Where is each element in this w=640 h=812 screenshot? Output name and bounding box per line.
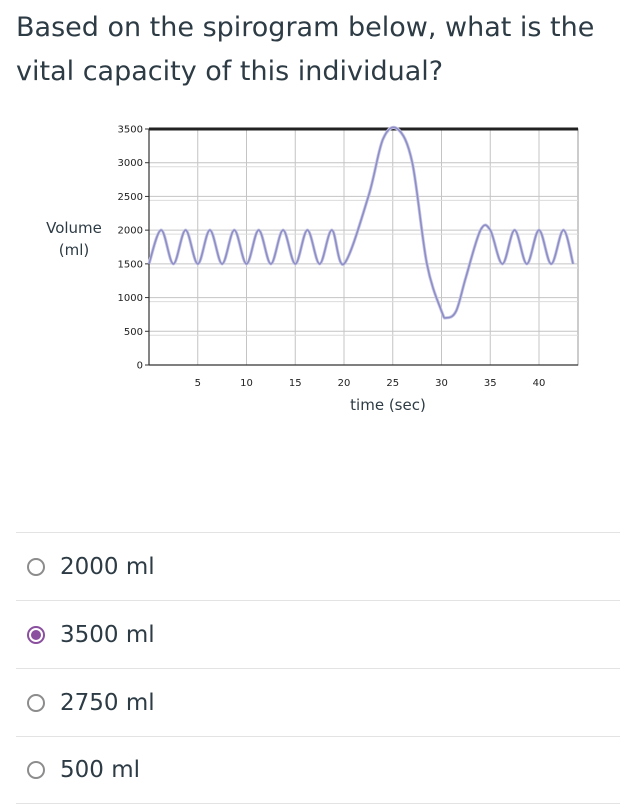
spirogram-chart: 5 10 15 20 25 30 35 40 0 500 1000 1500 2000 2500 3000 3… [46, 125, 579, 414]
answer-option[interactable]: 500 ml [16, 736, 620, 804]
question-text: Based on the spirogram below, what is th… [16, 12, 595, 87]
answer-label: 2750 ml [60, 689, 155, 716]
answer-label: 3500 ml [60, 621, 155, 648]
radio-unselected-icon[interactable] [27, 693, 45, 712]
y-tick-label: 3500 [118, 125, 143, 136]
answer-option[interactable]: 3500 ml [16, 600, 620, 668]
x-tick-label: 30 [435, 378, 448, 389]
radio-unselected-icon[interactable] [27, 557, 45, 576]
y-axis-label-line2: (ml) [59, 241, 89, 259]
answer-label: 500 ml [60, 757, 141, 783]
answer-option[interactable]: 2750 ml [16, 668, 620, 736]
x-tick-label: 15 [289, 378, 302, 389]
y-tick-label: 2500 [118, 192, 143, 203]
answer-option[interactable]: 2000 ml [16, 532, 620, 600]
radio-unselected-icon[interactable] [27, 761, 45, 779]
x-tick-label: 20 [338, 378, 351, 389]
y-axis-label-line1: Volume [46, 219, 102, 237]
x-tick-label: 35 [484, 378, 497, 389]
x-tick-label: 25 [386, 378, 399, 389]
x-axis-label: time (sec) [350, 396, 426, 414]
x-tick-label: 5 [195, 378, 201, 389]
y-tick-label: 500 [124, 327, 143, 338]
spirogram-trace-line [148, 126, 574, 319]
y-tick-label: 2000 [118, 226, 143, 237]
y-tick-label: 1500 [118, 259, 143, 270]
plot-border [148, 128, 579, 366]
spirogram-figure: 5 10 15 20 25 30 35 40 0 500 1000 1500 2000 2500 3000 3… [40, 118, 600, 428]
y-tick-label: 3000 [118, 158, 143, 169]
answer-list: 2000 ml 3500 ml 2750 ml 500 ml [16, 532, 620, 804]
y-tick-label: 1000 [118, 293, 143, 304]
radio-selected-icon[interactable] [27, 625, 45, 644]
x-tick-label: 10 [240, 378, 253, 389]
y-tick-label: 0 [137, 361, 143, 372]
answer-label: 2000 ml [60, 553, 155, 580]
x-tick-label: 40 [533, 378, 546, 389]
